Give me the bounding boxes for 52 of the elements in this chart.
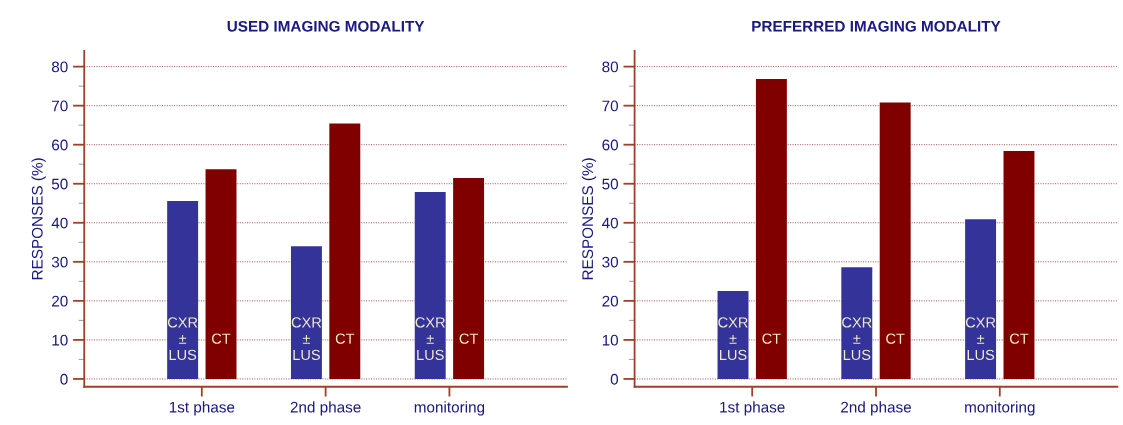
x-tick-label: 1st phase xyxy=(169,401,235,416)
y-tick-label: 0 xyxy=(60,373,68,385)
x-tick-label: 2nd phase xyxy=(290,401,361,416)
x-tick-label: monitoring xyxy=(414,401,485,416)
chart-title: USED IMAGING MODALITY xyxy=(227,20,425,32)
y-tick-label: 40 xyxy=(601,217,619,229)
text: CXR ± LUS xyxy=(415,317,445,361)
x-tick-label: 2nd phase xyxy=(841,401,911,416)
bar xyxy=(205,169,237,379)
bar xyxy=(290,246,322,379)
y-tick-label: 10 xyxy=(52,334,68,346)
bar xyxy=(167,200,199,379)
y-tick-label: 30 xyxy=(602,256,619,268)
series-label: CT xyxy=(886,333,905,344)
y-tick-label: 80 xyxy=(602,61,619,73)
series-label: CXR ± LUS xyxy=(167,317,198,361)
chart-title: PREFERRED IMAGING MODALITY xyxy=(752,20,1001,32)
y-axis-title: RESPONSES (%) xyxy=(581,158,597,280)
y-tick-label: 70 xyxy=(602,100,619,112)
y-tick-label: 50 xyxy=(51,178,68,190)
bar xyxy=(879,102,911,379)
series-label: CXR ± LUS xyxy=(718,317,748,361)
text: CT xyxy=(212,333,231,344)
bar xyxy=(329,123,361,379)
x-tick-label: monitoring xyxy=(965,401,1035,416)
y-axis-title: RESPONSES (%) xyxy=(31,158,46,280)
text: CXR ± LUS xyxy=(842,317,872,361)
y-tick-label: 30 xyxy=(51,256,68,268)
bar xyxy=(453,177,485,379)
y-tick-label: 40 xyxy=(51,217,68,229)
y-tick-label: 0 xyxy=(610,373,619,385)
series-label: CT xyxy=(335,333,355,344)
text: CXR ± LUS xyxy=(965,317,996,361)
x-tick-label: 1st phase xyxy=(720,401,785,416)
y-tick-label: 60 xyxy=(52,139,68,151)
y-tick-label: 50 xyxy=(602,178,619,190)
text: CXR ± LUS xyxy=(291,317,322,361)
y-tick-label: 20 xyxy=(602,295,619,307)
bar xyxy=(414,191,446,379)
bar xyxy=(1003,150,1035,379)
y-tick-label: 60 xyxy=(602,139,619,151)
y-tick-label: 10 xyxy=(602,334,619,346)
text: CT xyxy=(1009,333,1029,344)
bar xyxy=(755,79,787,379)
y-tick-label: 80 xyxy=(51,61,68,73)
y-tick-label: 20 xyxy=(52,295,68,307)
text: CT xyxy=(459,333,478,344)
bar xyxy=(841,267,873,379)
y-tick-label: 70 xyxy=(52,100,68,112)
text: CT xyxy=(762,333,781,344)
bar xyxy=(965,219,997,379)
bar xyxy=(717,291,749,379)
